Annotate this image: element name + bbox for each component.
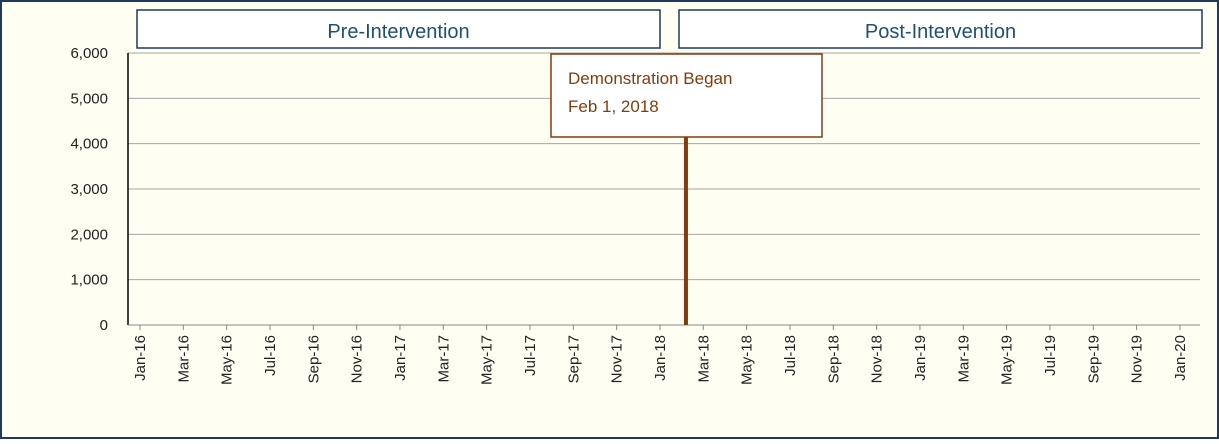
x-tick-label: Jan-16 <box>132 335 149 381</box>
y-tick-label: 4,000 <box>70 136 108 153</box>
y-tick-label: 6,000 <box>70 45 108 62</box>
x-tick-label: Mar-17 <box>435 335 452 383</box>
x-tick-label: Jan-20 <box>1172 335 1189 381</box>
marker-box <box>550 53 823 138</box>
x-tick-label: May-16 <box>219 335 236 385</box>
y-tick-label: 5,000 <box>70 90 108 107</box>
y-tick-label: 0 <box>100 317 108 334</box>
x-tick-label: Sep-17 <box>565 335 582 383</box>
x-tick-label: Jan-18 <box>652 335 669 381</box>
y-tick-label: 3,000 <box>70 181 108 198</box>
x-tick-label: May-18 <box>739 335 756 385</box>
x-tick-label: Mar-18 <box>695 335 712 383</box>
region-label: Post-Intervention <box>865 21 1016 43</box>
x-tick-label: Jul-17 <box>522 335 539 376</box>
region-box <box>136 9 661 49</box>
x-tick-label: Sep-18 <box>825 335 842 383</box>
x-tick-label: Jul-18 <box>782 335 799 376</box>
x-tick-label: Sep-16 <box>305 335 322 383</box>
marker-label: Demonstration Began <box>568 69 732 88</box>
x-tick-label: Mar-19 <box>955 335 972 383</box>
x-tick-label: May-17 <box>479 335 496 385</box>
x-tick-label: Sep-19 <box>1085 335 1102 383</box>
x-tick-label: Nov-19 <box>1129 335 1146 383</box>
y-tick-label: 1,000 <box>70 272 108 289</box>
x-tick-label: Jan-17 <box>392 335 409 381</box>
x-tick-label: Jul-16 <box>262 335 279 376</box>
region-box <box>678 9 1203 49</box>
marker-label: Feb 1, 2018 <box>568 97 659 116</box>
x-tick-label: Nov-17 <box>609 335 626 383</box>
x-tick-label: Nov-18 <box>869 335 886 383</box>
y-tick-label: 2,000 <box>70 226 108 243</box>
region-label: Pre-Intervention <box>327 21 469 43</box>
x-tick-label: Jan-19 <box>912 335 929 381</box>
x-tick-label: Mar-16 <box>175 335 192 383</box>
x-tick-label: Jul-19 <box>1042 335 1059 376</box>
x-tick-label: May-19 <box>999 335 1016 385</box>
x-tick-label: Nov-16 <box>349 335 366 383</box>
